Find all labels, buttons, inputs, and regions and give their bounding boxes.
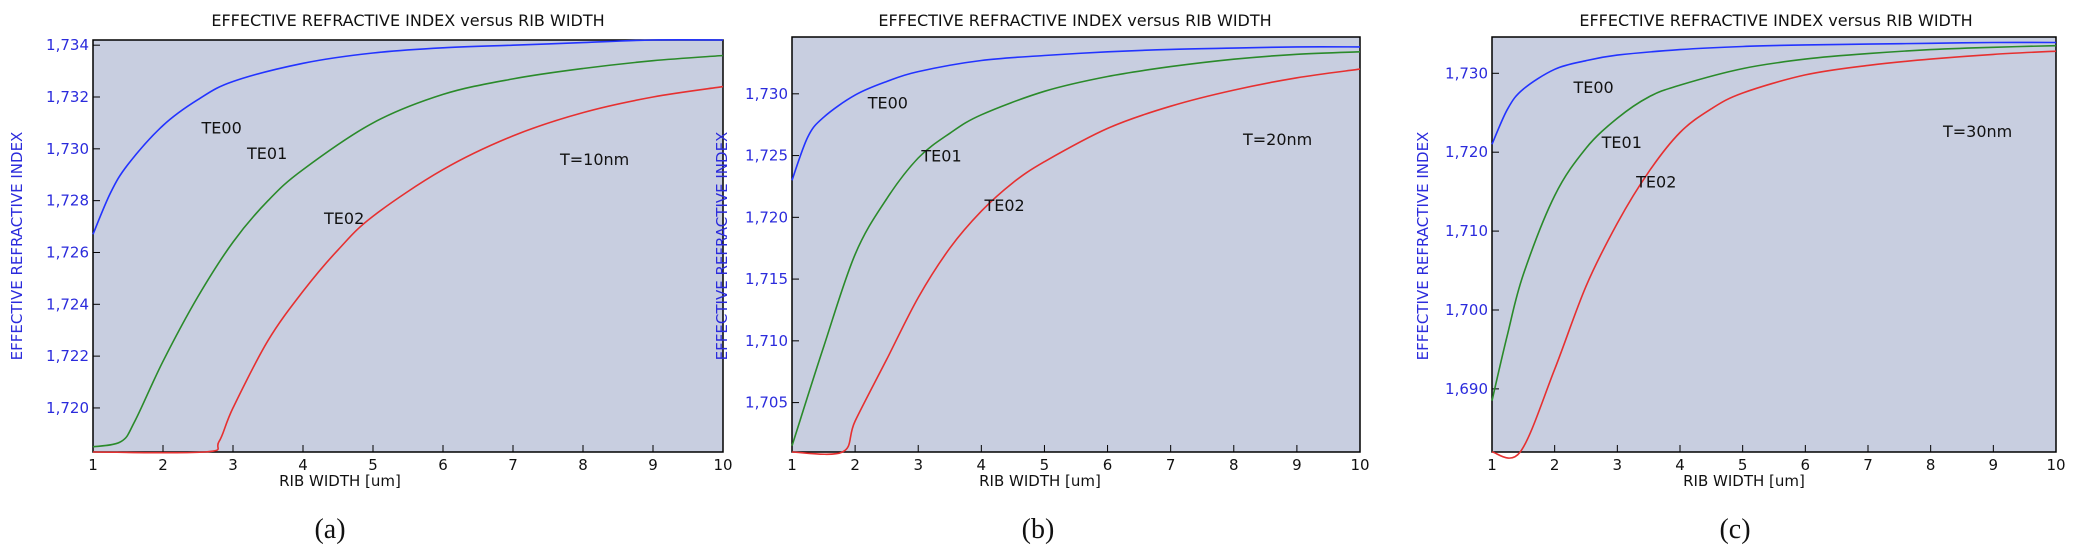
x-tick-label: 7 — [1863, 456, 1873, 474]
x-tick-label: 5 — [1738, 456, 1748, 474]
x-tick-label: 5 — [368, 456, 378, 474]
x-tick-label: 1 — [1487, 456, 1497, 474]
series-line-te00 — [791, 46, 1361, 181]
y-tick-label: 1,720 — [46, 399, 89, 417]
series-line-te02 — [1491, 50, 2057, 459]
thickness-annotation: T=30nm — [1942, 122, 2012, 141]
chart-title: EFFECTIVE REFRACTIVE INDEX versus RIB WI… — [878, 11, 1271, 30]
x-tick-label: 3 — [1613, 456, 1623, 474]
plot-area — [92, 39, 724, 453]
x-tick-label: 10 — [1350, 456, 1369, 474]
y-tick-label: 1,730 — [745, 85, 788, 103]
y-tick-label: 1,730 — [1445, 64, 1488, 82]
series-line-te01 — [92, 54, 724, 448]
x-tick-label: 4 — [977, 456, 987, 474]
x-tick-label: 10 — [713, 456, 732, 474]
x-tick-label: 9 — [648, 456, 658, 474]
panel-caption: (a) — [314, 514, 345, 545]
plot-area — [791, 36, 1361, 453]
series-line-te02 — [92, 85, 724, 454]
chart-title: EFFECTIVE REFRACTIVE INDEX versus RIB WI… — [211, 11, 604, 30]
series-line-te02 — [791, 68, 1361, 456]
x-tick-label: 7 — [508, 456, 518, 474]
series-line-te00 — [92, 39, 724, 235]
x-tick-label: 1 — [88, 456, 98, 474]
series-label-te00: TE00 — [1572, 78, 1613, 97]
x-axis-label: RIB WIDTH [um] — [279, 472, 401, 490]
y-tick-label: 1,710 — [745, 332, 788, 350]
series-label-te02: TE02 — [323, 209, 364, 228]
y-tick-label: 1,720 — [745, 208, 788, 226]
y-tick-label: 1,725 — [745, 147, 788, 165]
chart-panel-a: EFFECTIVE REFRACTIVE INDEX versus RIB WI… — [8, 11, 733, 545]
y-tick-label: 1,728 — [46, 192, 89, 210]
series-label-te00: TE00 — [867, 94, 908, 113]
series-line-te01 — [791, 51, 1361, 447]
y-tick-label: 1,720 — [1445, 143, 1488, 161]
x-axis-label: RIB WIDTH [um] — [1683, 472, 1805, 490]
x-tick-label: 2 — [1550, 456, 1560, 474]
y-tick-label: 1,726 — [46, 243, 89, 261]
x-tick-label: 9 — [1292, 456, 1302, 474]
y-tick-label: 1,732 — [46, 88, 89, 106]
x-tick-label: 8 — [1926, 456, 1936, 474]
x-tick-label: 4 — [298, 456, 308, 474]
y-axis-label: EFFECTIVE REFRACTIVE INDEX — [8, 132, 26, 361]
y-tick-label: 1,730 — [46, 140, 89, 158]
series-line-te00 — [1491, 41, 2057, 145]
y-tick-label: 1,724 — [46, 295, 89, 313]
series-label-te01: TE01 — [246, 144, 287, 163]
x-tick-label: 1 — [787, 456, 797, 474]
series-label-te01: TE01 — [920, 147, 961, 166]
series-label-te00: TE00 — [201, 118, 242, 137]
x-tick-label: 6 — [1103, 456, 1113, 474]
x-tick-label: 10 — [2046, 456, 2065, 474]
y-tick-label: 1,690 — [1445, 380, 1488, 398]
x-tick-label: 5 — [1040, 456, 1050, 474]
x-tick-label: 2 — [158, 456, 168, 474]
x-tick-label: 3 — [913, 456, 923, 474]
x-tick-label: 6 — [438, 456, 448, 474]
x-tick-label: 7 — [1166, 456, 1176, 474]
series-line-te01 — [1491, 44, 2057, 401]
panel-caption: (c) — [1719, 514, 1750, 545]
series-label-te01: TE01 — [1601, 133, 1642, 152]
y-axis-label: EFFECTIVE REFRACTIVE INDEX — [713, 132, 731, 361]
series-label-te02: TE02 — [1635, 173, 1676, 192]
x-tick-label: 6 — [1801, 456, 1811, 474]
plot-area — [1491, 36, 2057, 453]
chart-panel-c: EFFECTIVE REFRACTIVE INDEX versus RIB WI… — [1414, 11, 2066, 545]
y-tick-label: 1,705 — [745, 394, 788, 412]
series-label-te02: TE02 — [983, 196, 1024, 215]
y-tick-label: 1,722 — [46, 347, 89, 365]
y-tick-label: 1,734 — [46, 36, 89, 54]
y-tick-label: 1,700 — [1445, 301, 1488, 319]
x-tick-label: 8 — [578, 456, 588, 474]
y-tick-label: 1,715 — [745, 270, 788, 288]
chart-title: EFFECTIVE REFRACTIVE INDEX versus RIB WI… — [1579, 11, 1972, 30]
chart-panel-b: EFFECTIVE REFRACTIVE INDEX versus RIB WI… — [713, 11, 1370, 545]
x-tick-label: 4 — [1675, 456, 1685, 474]
y-axis-label: EFFECTIVE REFRACTIVE INDEX — [1414, 132, 1432, 361]
panel-caption: (b) — [1022, 514, 1055, 545]
thickness-annotation: T=20nm — [1242, 130, 1312, 149]
thickness-annotation: T=10nm — [559, 150, 629, 169]
x-tick-label: 8 — [1229, 456, 1239, 474]
x-tick-label: 3 — [228, 456, 238, 474]
y-tick-label: 1,710 — [1445, 222, 1488, 240]
x-tick-label: 9 — [1989, 456, 1999, 474]
x-axis-label: RIB WIDTH [um] — [979, 472, 1101, 490]
x-tick-label: 2 — [850, 456, 860, 474]
